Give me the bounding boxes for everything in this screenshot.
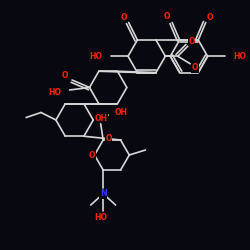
Text: HO: HO <box>94 212 107 222</box>
Text: HO: HO <box>234 52 247 61</box>
Text: HO: HO <box>48 88 61 97</box>
Text: O: O <box>164 12 170 21</box>
Text: O: O <box>192 63 198 72</box>
Text: N: N <box>100 189 106 198</box>
Text: O: O <box>62 70 68 80</box>
Text: OH: OH <box>94 114 107 122</box>
Text: O: O <box>105 134 112 142</box>
Text: O: O <box>188 37 195 46</box>
Text: O: O <box>206 12 213 22</box>
Text: OH: OH <box>114 108 127 117</box>
Text: O: O <box>89 150 95 160</box>
Text: HO: HO <box>89 52 102 61</box>
Text: O: O <box>120 12 127 22</box>
